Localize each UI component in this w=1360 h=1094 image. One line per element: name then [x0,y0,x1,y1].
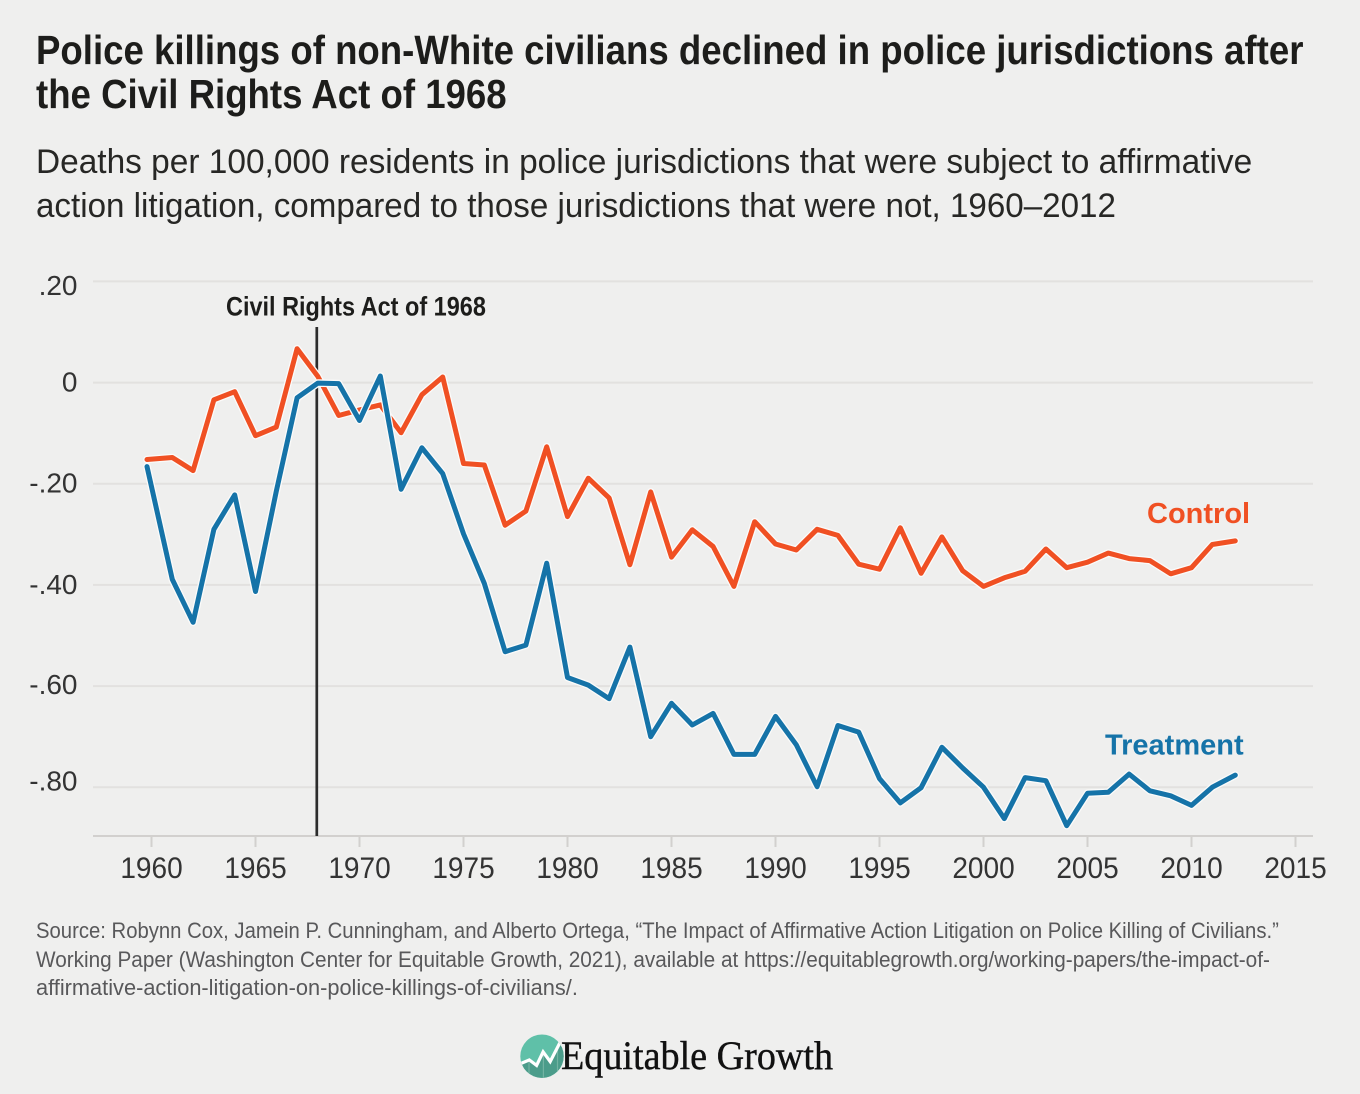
svg-text:Civil Rights Act of 1968: Civil Rights Act of 1968 [226,292,486,322]
svg-text:Treatment: Treatment [1105,730,1244,762]
svg-text:2015: 2015 [1264,852,1326,885]
svg-text:-.80: -.80 [29,765,77,796]
svg-text:-.20: -.20 [29,468,77,499]
svg-text:-.60: -.60 [29,669,77,700]
svg-text:2010: 2010 [1160,852,1222,885]
svg-text:1990: 1990 [744,852,806,885]
svg-text:1995: 1995 [848,852,910,885]
svg-text:.20: .20 [39,270,78,301]
svg-text:-.40: -.40 [29,569,77,600]
svg-text:1980: 1980 [536,852,598,885]
svg-text:1985: 1985 [640,852,702,885]
svg-text:2005: 2005 [1056,852,1118,885]
svg-text:2000: 2000 [952,852,1014,885]
svg-text:0: 0 [62,366,78,397]
svg-text:1960: 1960 [120,852,182,885]
svg-text:Control: Control [1147,498,1250,530]
svg-text:1970: 1970 [328,852,390,885]
svg-text:1975: 1975 [432,852,494,885]
svg-text:1965: 1965 [224,852,286,885]
